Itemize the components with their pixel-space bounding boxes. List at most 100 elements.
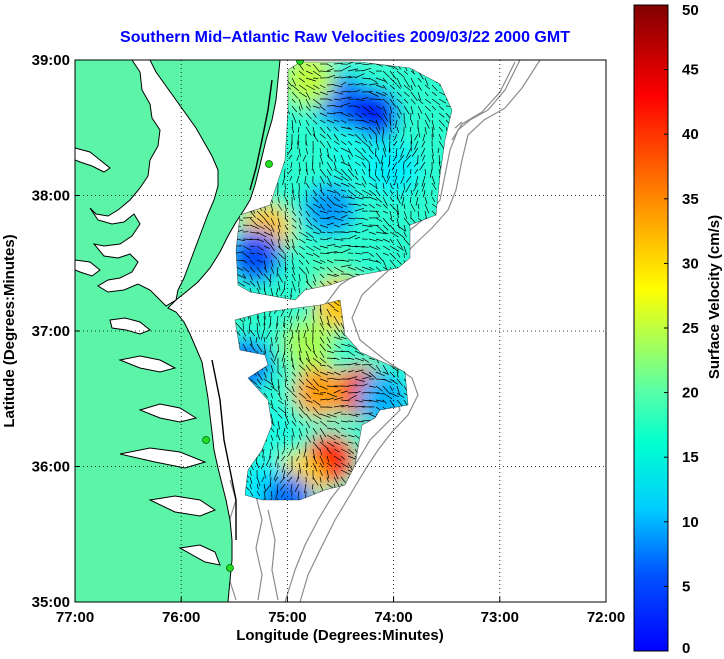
velocity-arrow [319, 224, 329, 229]
velocity-arrow [291, 329, 294, 339]
velocity-arrow [340, 434, 347, 438]
velocity-arrow [333, 357, 340, 360]
velocity-arrow [298, 105, 301, 112]
velocity-arrow [286, 147, 293, 156]
velocity-arrow [298, 273, 301, 282]
velocity-arrow [333, 62, 343, 65]
velocity-arrow [249, 469, 252, 476]
velocity-arrow [382, 252, 389, 256]
velocity-arrow [340, 370, 347, 373]
velocity-arrow [361, 140, 371, 149]
velocity-arrow [385, 175, 391, 185]
velocity-arrow [389, 196, 394, 203]
velocity-arrow [361, 203, 368, 207]
velocity-arrow [277, 420, 280, 430]
velocity-arrow [333, 168, 343, 176]
velocity-arrow [396, 182, 399, 190]
velocity-arrow [326, 322, 332, 329]
velocity-arrow [396, 224, 406, 232]
velocity-arrow [312, 448, 316, 459]
velocity-arrow [389, 238, 394, 244]
velocity-arrow [265, 483, 272, 491]
velocity-arrow [284, 322, 286, 329]
colorbar-tick-label: 45 [682, 62, 699, 79]
velocity-arrow [414, 133, 419, 141]
velocity-arrow [361, 383, 368, 387]
velocity-arrow [423, 189, 426, 198]
velocity-arrow [417, 126, 421, 138]
velocity-arrow [340, 399, 350, 402]
velocity-arrow [340, 223, 349, 226]
velocity-arrow [312, 392, 324, 396]
velocity-arrow [382, 140, 387, 152]
velocity-arrow [283, 441, 286, 450]
velocity-arrow [333, 182, 341, 187]
velocity-arrow [319, 112, 328, 117]
velocity-arrow [326, 182, 333, 188]
velocity-arrow [312, 399, 321, 406]
velocity-arrow [312, 476, 319, 486]
velocity-arrow [333, 448, 340, 453]
velocity-arrow [388, 140, 391, 152]
velocity-arrow [280, 287, 286, 297]
velocity-arrow [368, 77, 378, 83]
velocity-arrow [326, 168, 332, 176]
velocity-arrow [305, 112, 312, 120]
velocity-arrow [368, 119, 378, 124]
velocity-arrow [326, 448, 332, 454]
velocity-arrow [368, 385, 376, 388]
velocity-arrow [333, 455, 342, 461]
velocity-arrow [319, 105, 326, 111]
velocity-arrow [326, 266, 333, 273]
velocity-arrow [249, 217, 258, 226]
velocity-arrow [380, 161, 384, 171]
velocity-arrow [381, 168, 384, 178]
velocity-arrow [312, 413, 322, 420]
velocity-arrow [368, 203, 375, 209]
velocity-arrow [375, 175, 381, 182]
velocity-arrow [368, 105, 374, 111]
velocity-arrow [305, 322, 309, 331]
velocity-arrow [319, 210, 328, 214]
velocity-arrow [354, 405, 365, 408]
velocity-arrow [277, 448, 279, 460]
velocity-arrow [340, 476, 346, 483]
velocity-arrow [298, 217, 302, 225]
velocity-arrow [277, 280, 281, 291]
velocity-arrow [319, 357, 327, 364]
velocity-arrow [298, 378, 305, 385]
velocity-arrow [375, 98, 383, 101]
velocity-arrow [277, 406, 287, 414]
velocity-arrow [256, 322, 258, 331]
velocity-arrow [270, 238, 274, 246]
velocity-arrow [396, 392, 405, 398]
velocity-arrow [305, 259, 310, 265]
velocity-arrow [312, 434, 315, 441]
velocity-arrow [375, 154, 381, 164]
velocity-arrow [340, 65, 351, 72]
velocity-arrow [361, 196, 370, 199]
velocity-arrow [361, 63, 369, 66]
velocity-arrow [298, 385, 303, 391]
velocity-arrow [415, 196, 419, 206]
velocity-arrow [311, 161, 314, 171]
velocity-arrow [297, 497, 300, 500]
velocity-arrow [403, 238, 410, 246]
velocity-arrow [319, 476, 322, 483]
velocity-arrow [354, 259, 361, 263]
velocity-arrow [298, 434, 302, 440]
velocity-arrow [354, 154, 365, 161]
velocity-arrow [326, 301, 335, 309]
velocity-arrow [375, 112, 384, 120]
velocity-arrow [333, 91, 344, 95]
velocity-arrow [326, 68, 334, 72]
velocity-arrow [340, 214, 348, 219]
velocity-arrow [312, 168, 316, 175]
velocity-arrow [354, 203, 362, 207]
velocity-arrow [319, 343, 326, 352]
velocity-arrow [375, 238, 383, 242]
velocity-arrow [312, 196, 319, 203]
velocity-arrow [340, 175, 349, 181]
velocity-arrow [340, 441, 349, 446]
velocity-arrow [312, 189, 318, 196]
